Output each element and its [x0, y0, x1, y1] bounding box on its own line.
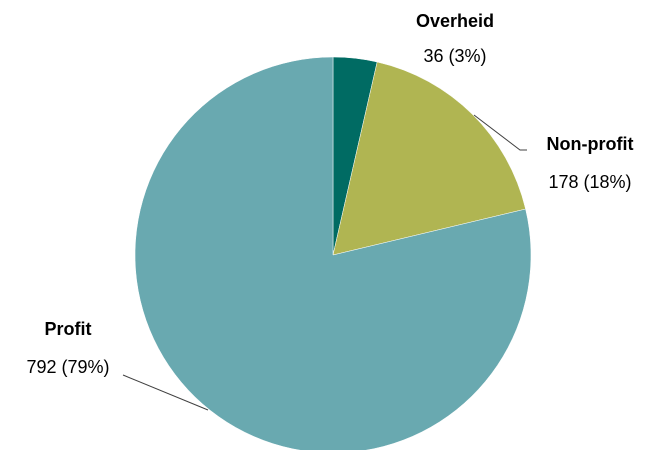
slice-value-label: 792 (79%)	[26, 357, 109, 377]
leader-line	[473, 114, 527, 151]
slice-value-label: 178 (18%)	[548, 172, 631, 192]
slice-label: Overheid	[416, 11, 494, 31]
pie	[134, 56, 532, 450]
pie-slice	[134, 56, 532, 450]
slice-label: Non-profit	[547, 134, 634, 154]
slice-value-label: 36 (3%)	[423, 46, 486, 66]
pie-slice	[332, 61, 526, 256]
slice-label: Profit	[45, 319, 92, 339]
leader-line	[122, 374, 209, 411]
